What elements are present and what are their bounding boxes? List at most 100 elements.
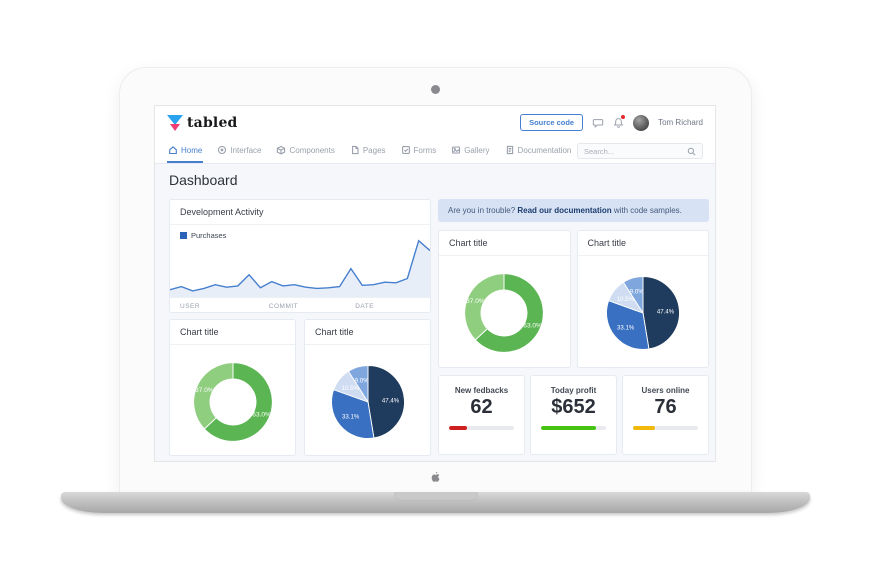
app-header: tabled Source code: [155, 106, 715, 139]
progress-fill: [633, 426, 656, 430]
stat-value: $652: [551, 396, 596, 418]
alert-link[interactable]: Read our documentation: [517, 206, 612, 215]
nav-bar: Home Interface Components Pages: [155, 139, 715, 164]
card-title: Development Activity: [170, 200, 430, 225]
card-title: Chart title: [305, 320, 430, 345]
brand-text: tabled: [187, 114, 238, 131]
svg-text:37.0%: 37.0%: [195, 386, 214, 393]
card-title: Chart title: [439, 231, 570, 256]
laptop-base: [61, 492, 810, 513]
svg-text:10.5%: 10.5%: [341, 384, 359, 391]
nav-item-pages[interactable]: Pages: [349, 139, 387, 163]
nav-item-home[interactable]: Home: [167, 139, 204, 163]
pie-chart: 47.4% 33.1% 10.5% 9.0%: [305, 345, 430, 455]
progress-fill: [541, 426, 597, 430]
svg-text:33.1%: 33.1%: [617, 325, 635, 332]
line-chart: Purchases: [170, 225, 430, 297]
components-icon: [277, 145, 286, 155]
info-alert: Are you in trouble? Read our documentati…: [438, 199, 709, 222]
legend-swatch: [180, 232, 187, 239]
column-header-commit: COMMIT: [268, 303, 299, 310]
nav-items: Home Interface Components Pages: [167, 139, 572, 163]
nav-item-gallery[interactable]: Gallery: [450, 139, 490, 163]
development-activity-card: Development Activity Purchases USER: [169, 199, 431, 313]
svg-text:47.4%: 47.4%: [381, 397, 399, 404]
legend-label: Purchases: [191, 231, 227, 240]
gallery-icon: [452, 146, 461, 154]
card-title: Chart title: [170, 320, 295, 345]
alert-text: Are you in trouble?: [448, 206, 518, 215]
brand-logo-icon: [167, 114, 183, 131]
nav-label: Interface: [230, 145, 262, 155]
pie-chart-card: Chart title 47.4% 33.1% 10.5% 9.0%: [304, 319, 431, 456]
right-column: Are you in trouble? Read our documentati…: [438, 199, 709, 456]
svg-text:33.1%: 33.1%: [342, 413, 360, 420]
svg-text:63.0%: 63.0%: [524, 323, 543, 330]
pages-icon: [351, 145, 359, 155]
nav-item-forms[interactable]: Forms: [400, 139, 438, 163]
chart-legend: Purchases: [180, 231, 226, 240]
stat-label: New fedbacks: [454, 386, 509, 395]
alert-text: with code samples.: [611, 206, 682, 215]
stat-value: 62: [470, 396, 493, 418]
svg-text:47.4%: 47.4%: [657, 308, 675, 315]
avatar[interactable]: [633, 114, 650, 131]
stat-label: Users online: [641, 386, 690, 395]
stat-value: 76: [654, 396, 677, 418]
nav-label: Pages: [362, 145, 386, 155]
nav-label: Gallery: [464, 145, 490, 155]
svg-text:37.0%: 37.0%: [466, 298, 485, 305]
progress-track: [449, 426, 514, 430]
svg-text:10.5%: 10.5%: [616, 296, 634, 303]
header-actions: Source code: [520, 114, 703, 131]
nav-label: Forms: [413, 145, 437, 155]
stat-card-today-profit: Today profit $652: [530, 375, 617, 455]
donut-chart: 63.0% 37.0%: [170, 345, 295, 455]
page-title: Dashboard: [169, 172, 238, 188]
stat-card-new-fedbacks: New fedbacks 62: [438, 375, 525, 455]
search-input[interactable]: [584, 146, 683, 156]
nav-label: Documentation: [517, 145, 572, 155]
forms-icon: [401, 146, 410, 154]
donut-chart-card: Chart title 63.0% 37.0%: [438, 230, 571, 368]
laptop-base-notch: [394, 492, 478, 501]
donut-chart-card: Chart title 63.0% 37.0%: [169, 319, 296, 456]
nav-item-components[interactable]: Components: [275, 139, 335, 163]
apple-logo-icon: [431, 469, 440, 487]
svg-text:63.0%: 63.0%: [252, 411, 271, 418]
column-header-date: DATE: [355, 303, 375, 310]
pie-chart-card: Chart title 47.4% 33.1% 10.5% 9.0%: [576, 230, 709, 368]
progress-fill: [449, 426, 468, 430]
home-icon: [169, 146, 177, 155]
source-code-button[interactable]: Source code: [520, 114, 584, 131]
notification-dot: [621, 114, 626, 119]
svg-text:9.0%: 9.0%: [354, 377, 368, 384]
nav-label: Home: [181, 145, 203, 155]
stat-label: Today profit: [550, 386, 597, 395]
svg-text:9.0%: 9.0%: [630, 288, 644, 295]
nav-item-interface[interactable]: Interface: [216, 139, 262, 163]
activity-table-header: USER COMMIT DATE: [170, 297, 430, 312]
screen: tabled Source code: [154, 105, 716, 462]
card-title: Chart title: [577, 231, 708, 256]
pie-chart: 47.4% 33.1% 10.5% 9.0%: [578, 256, 709, 367]
stat-card-users-online: Users online 76: [622, 375, 709, 455]
laptop-camera-icon: [431, 85, 440, 94]
brand-logo[interactable]: tabled: [167, 114, 238, 131]
search-icon[interactable]: [687, 147, 696, 156]
dashboard-app: tabled Source code: [155, 106, 715, 461]
user-name[interactable]: Tom Richard: [658, 118, 703, 127]
nav-label: Components: [289, 145, 335, 155]
left-column: Development Activity Purchases USER: [169, 199, 431, 456]
nav-item-documentation[interactable]: Documentation: [504, 139, 573, 163]
bell-icon[interactable]: [613, 114, 626, 129]
laptop-lid: tabled Source code: [120, 68, 751, 492]
interface-icon: [218, 145, 227, 155]
search-box: [577, 143, 703, 159]
progress-track: [633, 426, 698, 430]
chat-icon[interactable]: [592, 117, 604, 129]
progress-track: [541, 426, 606, 430]
column-header-user: USER: [180, 303, 201, 310]
documentation-icon: [506, 145, 513, 155]
